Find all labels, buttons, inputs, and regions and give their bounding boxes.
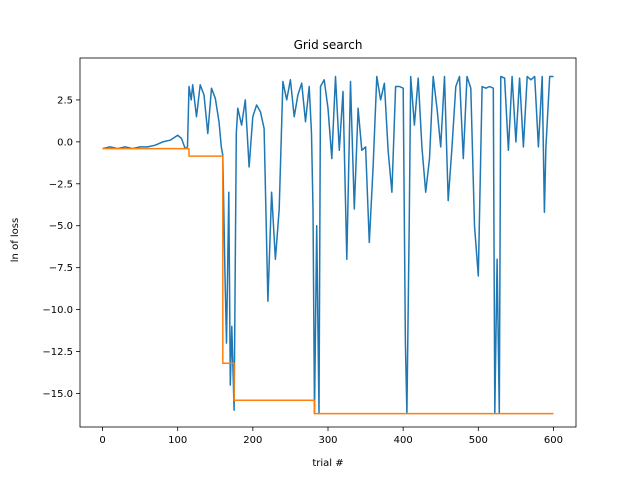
x-axis-label: trial # — [312, 458, 343, 469]
y-tick-label: 2.5 — [57, 95, 73, 106]
series-line-2 — [102, 147, 554, 415]
x-tick-label: 200 — [243, 435, 262, 446]
chart-title: Grid search — [294, 38, 363, 52]
y-axis-label: ln of loss — [10, 218, 21, 262]
y-tick-label: −12.5 — [42, 347, 73, 358]
plot-frame — [79, 57, 577, 428]
x-tick-label: 100 — [168, 435, 187, 446]
y-tick-label: −2.5 — [49, 179, 73, 190]
x-tick-label: 500 — [469, 435, 488, 446]
y-tick-label: 0.0 — [57, 137, 73, 148]
plot-area — [102, 75, 554, 415]
y-tick-label: −5.0 — [49, 221, 73, 232]
y-axis: 2.5 0.0 −2.5 −5.0 −7.5 −10.0 −12.5 −15.0 — [42, 95, 80, 400]
x-tick-label: 600 — [544, 435, 563, 446]
y-tick-label: −15.0 — [42, 389, 73, 400]
x-tick-label: 400 — [394, 435, 413, 446]
y-tick-label: −7.5 — [49, 263, 73, 274]
series-line-1 — [102, 75, 554, 415]
x-axis: 0 100 200 300 400 500 600 — [99, 427, 563, 446]
x-tick-label: 0 — [99, 435, 105, 446]
y-tick-label: −10.0 — [42, 305, 73, 316]
x-tick-label: 300 — [318, 435, 337, 446]
